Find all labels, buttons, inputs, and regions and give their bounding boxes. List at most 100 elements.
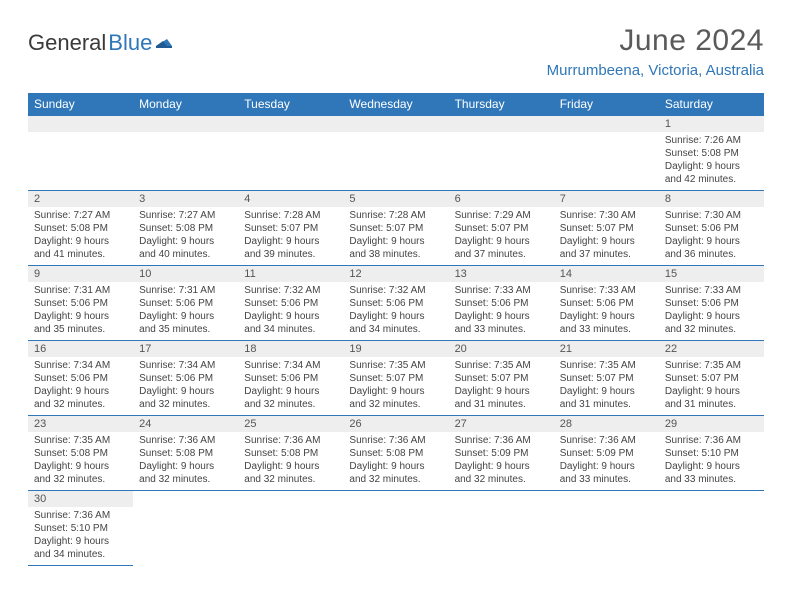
sunset-line: Sunset: 5:06 PM [139,372,232,385]
sunset-line: Sunset: 5:06 PM [349,297,442,310]
sunrise-line: Sunrise: 7:29 AM [455,209,548,222]
day-number-row: 9101112131415 [28,266,764,283]
sunset-line: Sunset: 5:09 PM [560,447,653,460]
sunset-line: Sunset: 5:08 PM [139,222,232,235]
sunset-line: Sunset: 5:07 PM [560,222,653,235]
sunrise-line: Sunrise: 7:30 AM [665,209,758,222]
day-cell [554,507,659,566]
day-number: 8 [659,191,764,208]
day-number [449,491,554,508]
sunset-line: Sunset: 5:08 PM [34,447,127,460]
day-number [554,491,659,508]
sunrise-line: Sunrise: 7:35 AM [349,359,442,372]
daylight-line: Daylight: 9 hours and 41 minutes. [34,235,127,261]
flag-icon [156,30,178,56]
sunset-line: Sunset: 5:06 PM [34,372,127,385]
day-cell: Sunrise: 7:34 AMSunset: 5:06 PMDaylight:… [28,357,133,416]
sunset-line: Sunset: 5:07 PM [244,222,337,235]
day-cell [133,507,238,566]
day-number [238,116,343,133]
daylight-line: Daylight: 9 hours and 32 minutes. [139,460,232,486]
day-number: 4 [238,191,343,208]
day-number: 15 [659,266,764,283]
day-cell: Sunrise: 7:27 AMSunset: 5:08 PMDaylight:… [28,207,133,266]
sunrise-line: Sunrise: 7:36 AM [455,434,548,447]
daylight-line: Daylight: 9 hours and 33 minutes. [455,310,548,336]
daylight-line: Daylight: 9 hours and 38 minutes. [349,235,442,261]
day-number [133,116,238,133]
daylight-line: Daylight: 9 hours and 32 minutes. [244,385,337,411]
sunset-line: Sunset: 5:08 PM [665,147,758,160]
sunrise-line: Sunrise: 7:36 AM [349,434,442,447]
sunset-line: Sunset: 5:09 PM [455,447,548,460]
daylight-line: Daylight: 9 hours and 31 minutes. [665,385,758,411]
sunrise-line: Sunrise: 7:35 AM [665,359,758,372]
daylight-line: Daylight: 9 hours and 37 minutes. [455,235,548,261]
sunrise-line: Sunrise: 7:30 AM [560,209,653,222]
sunrise-line: Sunrise: 7:33 AM [560,284,653,297]
daylight-line: Daylight: 9 hours and 33 minutes. [560,310,653,336]
day-header-row: SundayMondayTuesdayWednesdayThursdayFrid… [28,93,764,116]
sunset-line: Sunset: 5:07 PM [665,372,758,385]
sunset-line: Sunset: 5:07 PM [560,372,653,385]
day-number-row: 2345678 [28,191,764,208]
day-cell [343,132,448,191]
day-number [343,116,448,133]
daylight-line: Daylight: 9 hours and 34 minutes. [349,310,442,336]
header: GeneralBlue June 2024 Murrumbeena, Victo… [28,24,764,79]
day-number: 19 [343,341,448,358]
day-cell [238,507,343,566]
day-header: Saturday [659,93,764,116]
day-content-row: Sunrise: 7:31 AMSunset: 5:06 PMDaylight:… [28,282,764,341]
day-cell: Sunrise: 7:32 AMSunset: 5:06 PMDaylight:… [238,282,343,341]
sunrise-line: Sunrise: 7:31 AM [139,284,232,297]
day-number [28,116,133,133]
sunset-line: Sunset: 5:07 PM [455,222,548,235]
daylight-line: Daylight: 9 hours and 40 minutes. [139,235,232,261]
daylight-line: Daylight: 9 hours and 34 minutes. [244,310,337,336]
daylight-line: Daylight: 9 hours and 42 minutes. [665,160,758,186]
day-number: 12 [343,266,448,283]
day-cell: Sunrise: 7:35 AMSunset: 5:07 PMDaylight:… [554,357,659,416]
day-cell: Sunrise: 7:33 AMSunset: 5:06 PMDaylight:… [449,282,554,341]
day-content-row: Sunrise: 7:34 AMSunset: 5:06 PMDaylight:… [28,357,764,416]
day-number: 7 [554,191,659,208]
day-number [343,491,448,508]
daylight-line: Daylight: 9 hours and 32 minutes. [349,385,442,411]
day-number: 5 [343,191,448,208]
sunset-line: Sunset: 5:07 PM [349,222,442,235]
day-cell: Sunrise: 7:36 AMSunset: 5:08 PMDaylight:… [343,432,448,491]
day-cell [133,132,238,191]
daylight-line: Daylight: 9 hours and 32 minutes. [349,460,442,486]
daylight-line: Daylight: 9 hours and 34 minutes. [34,535,127,561]
day-header: Friday [554,93,659,116]
day-cell: Sunrise: 7:36 AMSunset: 5:08 PMDaylight:… [238,432,343,491]
daylight-line: Daylight: 9 hours and 32 minutes. [34,385,127,411]
daylight-line: Daylight: 9 hours and 35 minutes. [34,310,127,336]
sunrise-line: Sunrise: 7:35 AM [455,359,548,372]
day-number: 18 [238,341,343,358]
sunrise-line: Sunrise: 7:27 AM [34,209,127,222]
day-number: 2 [28,191,133,208]
day-number: 6 [449,191,554,208]
daylight-line: Daylight: 9 hours and 32 minutes. [139,385,232,411]
day-number [133,491,238,508]
sunrise-line: Sunrise: 7:35 AM [560,359,653,372]
sunrise-line: Sunrise: 7:33 AM [665,284,758,297]
sunset-line: Sunset: 5:06 PM [244,372,337,385]
location: Murrumbeena, Victoria, Australia [547,62,764,79]
sunrise-line: Sunrise: 7:36 AM [244,434,337,447]
sunset-line: Sunset: 5:06 PM [244,297,337,310]
day-number: 25 [238,416,343,433]
day-cell: Sunrise: 7:35 AMSunset: 5:07 PMDaylight:… [449,357,554,416]
day-number [554,116,659,133]
day-cell: Sunrise: 7:33 AMSunset: 5:06 PMDaylight:… [659,282,764,341]
sunset-line: Sunset: 5:08 PM [139,447,232,460]
day-cell: Sunrise: 7:35 AMSunset: 5:08 PMDaylight:… [28,432,133,491]
day-number-row: 16171819202122 [28,341,764,358]
sunrise-line: Sunrise: 7:28 AM [244,209,337,222]
day-cell: Sunrise: 7:32 AMSunset: 5:06 PMDaylight:… [343,282,448,341]
logo-text-2: Blue [108,30,152,56]
month-title: June 2024 [547,24,764,58]
day-cell: Sunrise: 7:28 AMSunset: 5:07 PMDaylight:… [343,207,448,266]
